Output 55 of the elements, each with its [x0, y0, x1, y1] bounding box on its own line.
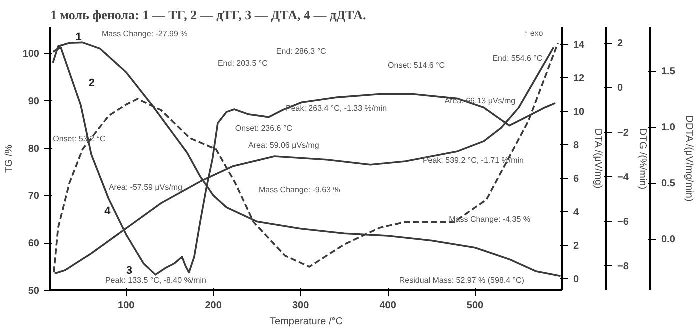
- y-tick-label: 90: [28, 96, 40, 108]
- annotation: Onset: 514.6 °C: [388, 61, 446, 70]
- y-tick-label: 100: [22, 49, 40, 60]
- y3-tick-label: −4: [618, 172, 630, 184]
- annotation: Onset: 236.6 °C: [235, 124, 293, 134]
- x-tick-label: 300: [292, 300, 310, 312]
- y-axis-title: TG /%: [4, 144, 15, 174]
- y3-tick-label: 0: [618, 83, 624, 94]
- y2-tick-label: 6: [574, 174, 580, 185]
- y3-tick-label: −6: [618, 216, 630, 228]
- y3-axis-title: DTG /(%/min): [636, 128, 648, 190]
- annotation: Area: -57.59 μVs/mg: [108, 182, 182, 192]
- annotation: 1: [76, 31, 82, 44]
- y2-tick-label: 4: [574, 207, 580, 218]
- x-tick-label: 200: [205, 300, 222, 312]
- y-tick-label: 80: [28, 144, 40, 155]
- annotation: Peak: 539.2 °C, -1.71 %/min: [422, 156, 524, 165]
- y-tick-label: 0.0: [662, 234, 676, 246]
- annotation: 4: [104, 206, 112, 218]
- y-tick-label: 1.5: [662, 66, 676, 78]
- annotation: Residual Mass: 52.97 % (598.4 °C): [399, 276, 525, 285]
- annotation: Peak: 263.4 °C, -1.33 %/min: [286, 104, 388, 113]
- annotation: End: 286.3 °C: [276, 46, 327, 56]
- y3-tick-label: −8: [618, 261, 630, 272]
- y3-tick-label: −2: [618, 128, 630, 139]
- y2-tick-label: 10: [574, 106, 586, 118]
- y-tick-label: 0.5: [662, 178, 676, 190]
- y-tick-label: 50: [28, 286, 40, 297]
- annotation: Area: 66.13 μVs/mg: [444, 96, 516, 106]
- y3-tick-label: 2: [618, 38, 624, 50]
- x-axis-title: Temperature /°C: [270, 316, 343, 328]
- y2-tick-label: 12: [574, 73, 586, 84]
- annotation: 3: [126, 264, 133, 277]
- x-tick-label: 500: [466, 300, 484, 312]
- annotation: ↑ exo: [524, 28, 544, 38]
- x-tick-label: 400: [380, 300, 397, 312]
- y2-tick-label: 8: [574, 140, 580, 152]
- annotation: Mass Change: -4.35 %: [449, 215, 530, 224]
- chart-title: 1 моль фенола: 1 — ТГ, 2 — дТГ, 3 — ДТА, 4 — дДТА.: [50, 8, 366, 22]
- annotation: Peak: 133.5 °C, -8.40 %/min: [105, 276, 206, 285]
- annotation: Mass Change: -27.99 %: [102, 29, 188, 38]
- annotation: End: 554.6 °C: [492, 54, 543, 64]
- y-tick-label: 1.0: [662, 122, 676, 134]
- y-tick-label: 70: [28, 191, 40, 202]
- y2-tick-label: 0: [574, 274, 580, 286]
- y2-tick-label: 2: [574, 240, 580, 252]
- x-tick-label: 100: [118, 300, 136, 312]
- annotation: 2: [88, 78, 96, 90]
- annotation: End: 203.5 °C: [218, 58, 268, 68]
- y-axis-title: DDTA /(μV/mg/min): [683, 116, 694, 202]
- y-tick-label: 60: [28, 238, 40, 250]
- y2-axis-title: DTA /(μV/mg): [592, 128, 604, 189]
- annotation: Area: 59.06 μVs/mg: [248, 140, 320, 150]
- y2-tick-label: 14: [574, 40, 586, 51]
- annotation: Mass Change: -9.63 %: [258, 185, 340, 194]
